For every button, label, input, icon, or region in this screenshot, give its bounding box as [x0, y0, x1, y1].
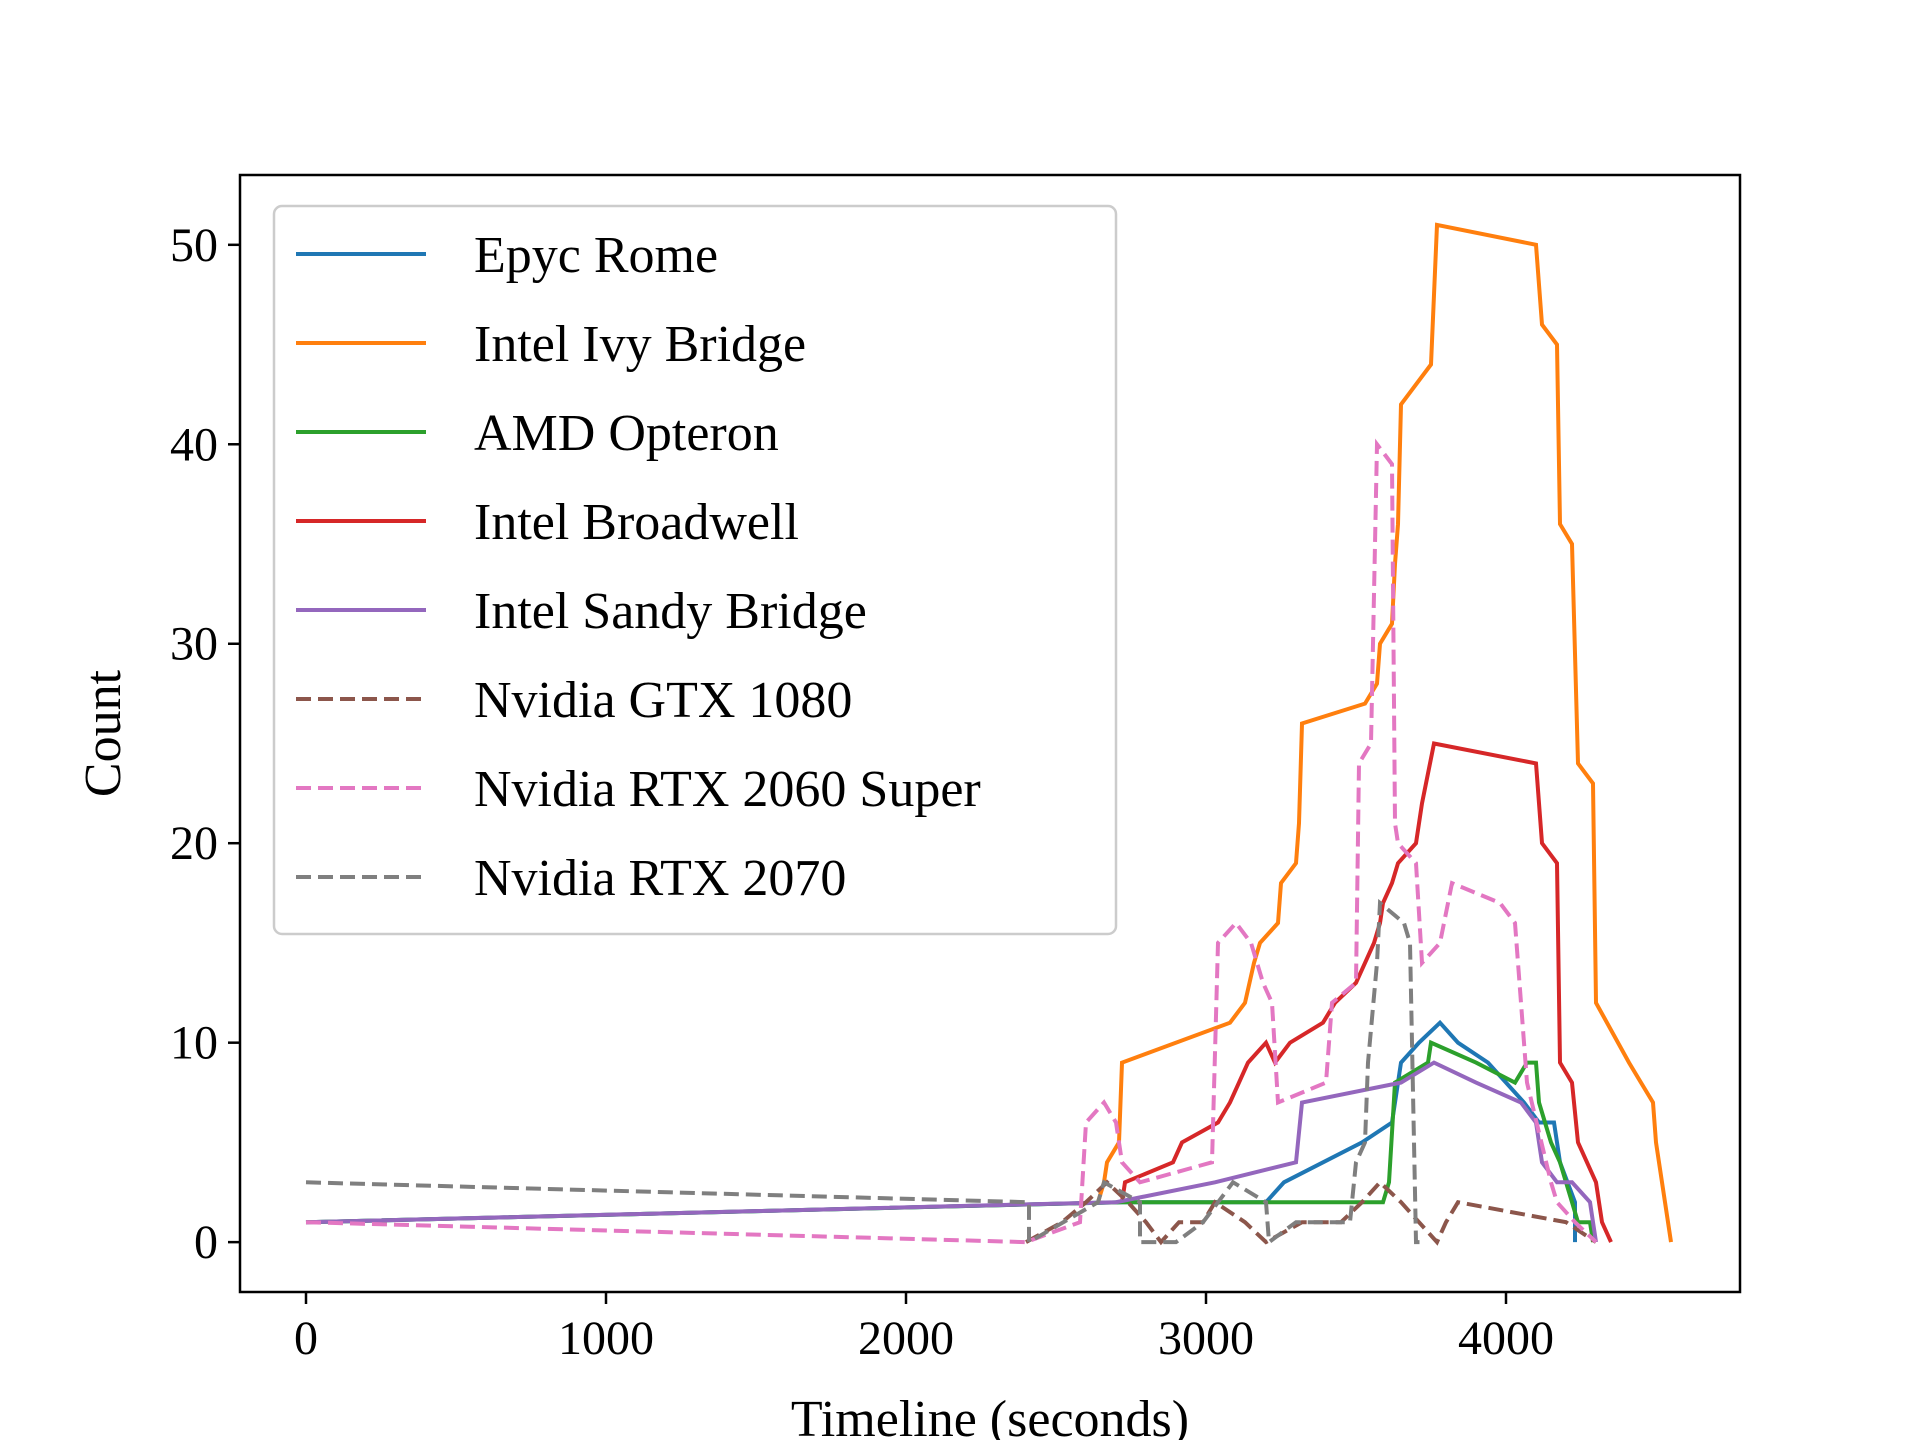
x-tick-label-0: 0	[294, 1312, 318, 1365]
legend-label-0: Epyc Rome	[474, 227, 718, 284]
x-axis-label: Timeline (seconds)	[791, 1391, 1189, 1440]
series-line-5	[1025, 1179, 1598, 1246]
series-line-4	[305, 1060, 1598, 1243]
y-tick-label-5: 50	[170, 219, 218, 272]
series-line-3	[1120, 741, 1613, 1243]
y-tick-label-4: 40	[170, 418, 218, 471]
legend-label-3: Intel Broadwell	[474, 494, 799, 551]
y-axis: 0 10 20 30 40 50	[170, 219, 240, 1269]
x-tick-label-2: 2000	[858, 1312, 954, 1365]
series-line-1	[1096, 222, 1673, 1243]
legend-label-1: Intel Ivy Bridge	[474, 316, 806, 373]
series-layer	[305, 222, 1673, 1246]
y-axis-label: Count	[75, 669, 132, 797]
series-line-7	[305, 898, 1425, 1246]
y-tick-label-3: 30	[170, 618, 218, 671]
x-axis: 0 1000 2000 3000 4000	[294, 1292, 1554, 1365]
legend-label-6: Nvidia RTX 2060 Super	[474, 761, 981, 818]
legend-label-4: Intel Sandy Bridge	[474, 583, 867, 640]
y-tick-label-1: 10	[170, 1017, 218, 1070]
y-tick-label-2: 20	[170, 817, 218, 870]
x-tick-label-4: 4000	[1458, 1312, 1554, 1365]
x-tick-label-1: 1000	[558, 1312, 654, 1365]
series-line-6	[305, 438, 1598, 1245]
y-tick-label-0: 0	[194, 1216, 218, 1269]
legend-box	[272, 204, 1118, 936]
legend-label-7: Nvidia RTX 2070	[474, 850, 846, 907]
x-tick-label-3: 3000	[1158, 1312, 1254, 1365]
legend: Epyc Rome Intel Ivy Bridge AMD Opteron Inte…	[272, 204, 1118, 936]
legend-label-5: Nvidia GTX 1080	[474, 672, 852, 729]
legend-label-2: AMD Opteron	[474, 405, 779, 462]
series-line-0	[305, 1019, 1577, 1243]
plot-frame	[238, 173, 1742, 1294]
series-line-2	[305, 1039, 1595, 1243]
